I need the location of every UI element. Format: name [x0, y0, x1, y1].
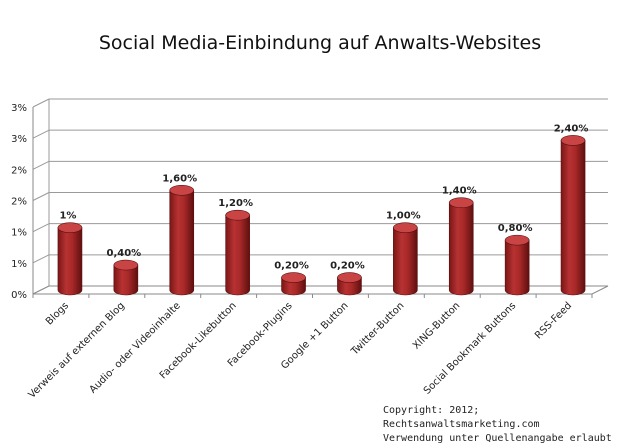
x-tick-label: Twitter-Button	[349, 300, 407, 358]
y-tick-label: 2%	[11, 197, 27, 208]
data-label: 1,00%	[386, 211, 421, 222]
bar	[560, 135, 586, 296]
data-label: 0,20%	[330, 261, 365, 272]
x-tick-label: Verweis auf externen Blog	[27, 300, 127, 400]
bar	[337, 272, 362, 296]
x-tick-label: XING-Button	[411, 300, 462, 351]
gridline-depth	[32, 129, 50, 139]
data-label: 0,80%	[498, 223, 533, 234]
usage-line: Verwendung unter Quellenangabe erlaubt	[383, 433, 612, 444]
gridline-depth	[32, 254, 50, 264]
data-label: 1%	[59, 211, 76, 222]
data-label: 1,40%	[442, 186, 477, 197]
y-tick-label: 2%	[11, 165, 27, 176]
chart-title: Social Media-Einbindung auf Anwalts-Webs…	[98, 32, 542, 54]
bar	[169, 184, 195, 296]
y-tick-label: 1%	[11, 259, 27, 270]
bar	[57, 222, 83, 296]
x-tick-label: RSS-Feed	[533, 300, 574, 341]
data-label: 1,60%	[162, 173, 197, 184]
data-label: 0,20%	[274, 261, 309, 272]
x-tick-label: Social Bookmark Buttons	[422, 300, 518, 396]
bar	[281, 272, 306, 296]
data-label: 2,40%	[554, 123, 589, 134]
data-label: 0,40%	[106, 248, 141, 259]
bar	[504, 234, 530, 296]
y-tick-label: 1%	[11, 228, 27, 239]
y-tick-label: 3%	[11, 134, 27, 145]
gridline-depth	[32, 223, 50, 233]
gridline-depth	[32, 160, 50, 170]
chart-canvas: 0% 1% 1% 2% 2% 3% 3% 1% Blogs 0,40% Verweis auf ex…	[11, 98, 609, 401]
data-label: 1,20%	[218, 198, 253, 209]
gridline-depth	[32, 192, 50, 201]
bar	[113, 259, 139, 296]
x-tick-label: Audio- oder Videoinhalte	[88, 300, 183, 395]
labels: 0% 1% 1% 2% 2% 3% 3% 1% Blogs 0,40% Verweis auf ex…	[11, 103, 588, 401]
copyright-line: Copyright: 2012; Rechtsanwaltsmarketing.…	[383, 405, 540, 430]
bar	[448, 197, 474, 296]
y-tick-label: 0%	[11, 290, 27, 301]
copyright-note: Copyright: 2012; Rechtsanwaltsmarketing.…	[383, 404, 640, 446]
y-tick-label: 3%	[11, 103, 27, 114]
bar	[225, 209, 250, 296]
bar	[393, 222, 418, 296]
x-tick-label: Blogs	[44, 300, 71, 327]
gridline-depth	[32, 98, 50, 108]
bars	[57, 135, 586, 296]
